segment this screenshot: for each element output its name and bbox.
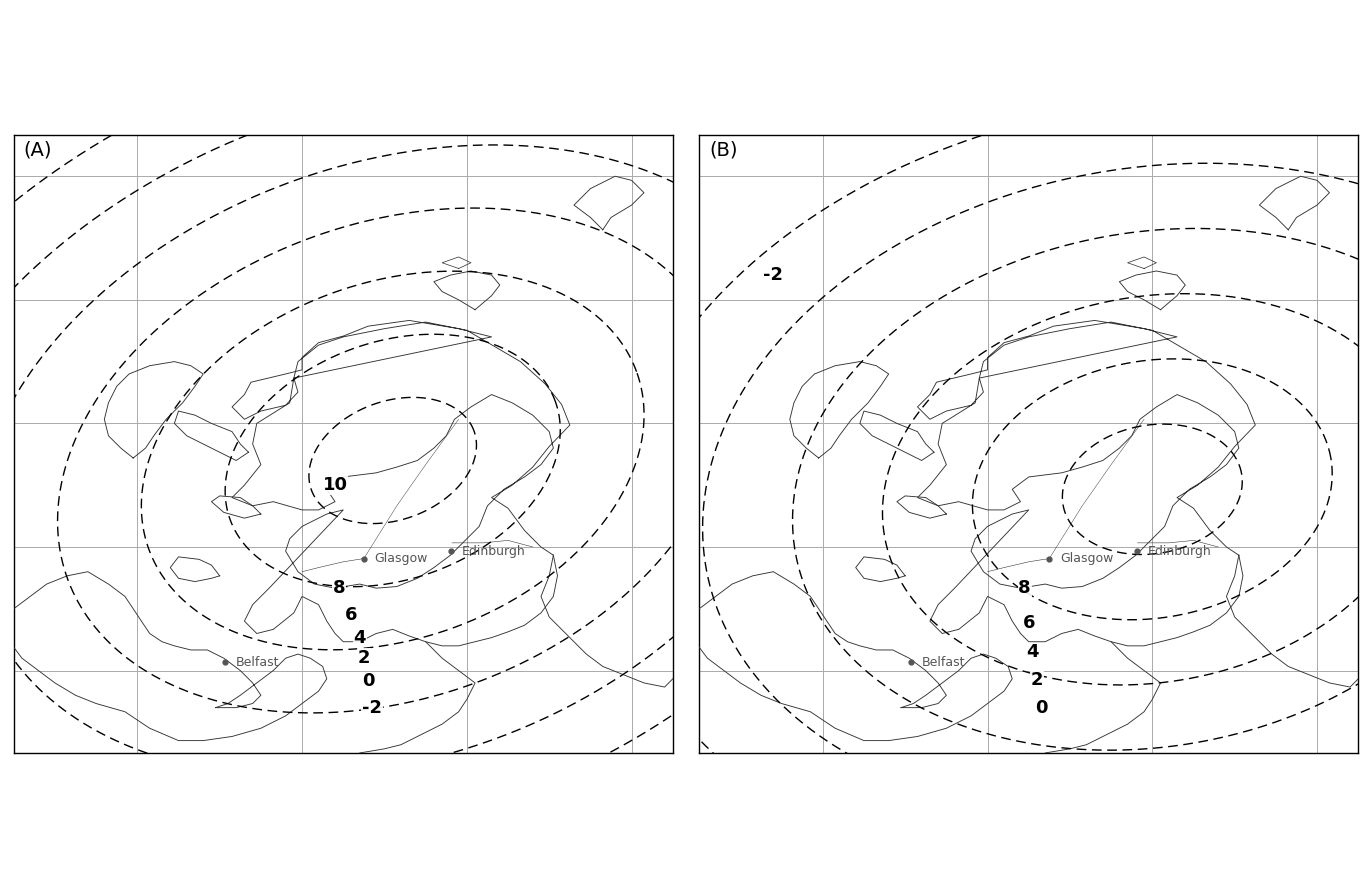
- Text: -2: -2: [362, 699, 383, 717]
- Text: 0: 0: [1034, 699, 1047, 717]
- Text: Glasgow: Glasgow: [1061, 552, 1114, 565]
- Text: 2: 2: [358, 649, 370, 667]
- Text: 6: 6: [1022, 614, 1034, 631]
- Text: 2: 2: [1030, 671, 1043, 689]
- Text: Edinburgh: Edinburgh: [462, 544, 525, 558]
- Text: 10: 10: [322, 476, 347, 495]
- Text: 4: 4: [354, 629, 366, 646]
- Text: (B): (B): [709, 141, 738, 160]
- Text: 0: 0: [362, 672, 375, 690]
- Text: Glasgow: Glasgow: [375, 552, 428, 565]
- Text: -2: -2: [763, 266, 783, 284]
- Text: 4: 4: [1026, 644, 1039, 662]
- Text: Belfast: Belfast: [922, 656, 965, 669]
- Text: Edinburgh: Edinburgh: [1147, 544, 1211, 558]
- Text: Belfast: Belfast: [236, 656, 280, 669]
- Text: 6: 6: [346, 607, 358, 624]
- Text: 8: 8: [1018, 579, 1030, 597]
- Text: 8: 8: [333, 579, 346, 597]
- Text: (A): (A): [23, 141, 52, 160]
